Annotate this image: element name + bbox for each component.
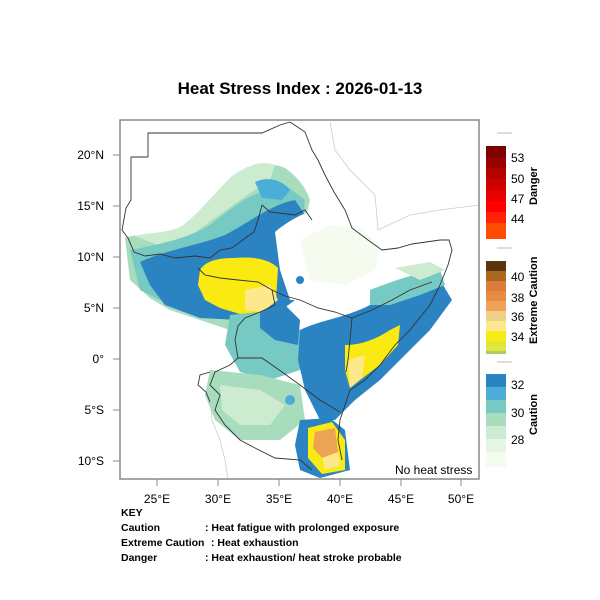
x-tick-label: 45°E [387, 492, 415, 506]
country-borders [121, 121, 453, 471]
y-tick-label: 5°S [84, 403, 104, 417]
colorbar-tick: 30 [511, 406, 525, 420]
key-def-caution: : Heat fatigue with prolonged exposure [205, 522, 400, 534]
x-tick-label: 30°E [204, 492, 232, 506]
no-heat-stress-label: No heat stress [395, 463, 473, 477]
plot-frame [119, 119, 480, 480]
key-term-danger: Danger [121, 552, 158, 564]
axis-ticks [113, 154, 462, 486]
x-tick-label: 40°E [326, 492, 354, 506]
colorbar-tick: 44 [511, 212, 525, 226]
colorbar-tick: 50 [511, 172, 525, 186]
y-tick-label: 10°N [77, 250, 104, 264]
key-def-extreme-caution: : Heat exhaustion [211, 537, 299, 549]
colorbar-tick: 47 [511, 192, 525, 206]
colorbar-title-danger: Danger [528, 167, 540, 205]
colorbar-extreme-caution [486, 261, 512, 363]
y-tick-label: 15°N [77, 199, 104, 213]
colorbar-title-extreme-caution: Extreme Caution [528, 256, 540, 344]
y-tick-label: 5°N [83, 301, 104, 315]
key-term-caution: Caution [121, 522, 161, 534]
colorbar-tick: 53 [511, 151, 525, 165]
chart-title: Heat Stress Index : 2026-01-13 [177, 79, 423, 98]
y-tick-label: 20°N [77, 148, 104, 162]
key-def-danger: : Heat exhaustion/ heat stroke probable [205, 552, 402, 564]
colorbar-tick: 36 [511, 310, 525, 324]
colorbar-caution [486, 374, 506, 467]
colorbar-danger [486, 132, 512, 249]
colorbar-tick: 34 [511, 330, 525, 344]
key-heading: KEY [121, 507, 143, 519]
colorbar-tick: 38 [511, 291, 525, 305]
colorbar-tick: 32 [511, 378, 525, 392]
x-tick-label: 25°E [143, 492, 171, 506]
colorbar-title-caution: Caution [528, 394, 540, 435]
colorbar-tick: 28 [511, 433, 525, 447]
map-fill-layer [125, 163, 452, 478]
key-term-extreme-caution: Extreme Caution [121, 537, 205, 549]
y-tick-label: 10°S [77, 454, 104, 468]
x-tick-label: 35°E [265, 492, 293, 506]
x-tick-label: 50°E [447, 492, 475, 506]
y-tick-label: 0° [92, 352, 104, 366]
colorbar-tick: 40 [511, 270, 525, 284]
